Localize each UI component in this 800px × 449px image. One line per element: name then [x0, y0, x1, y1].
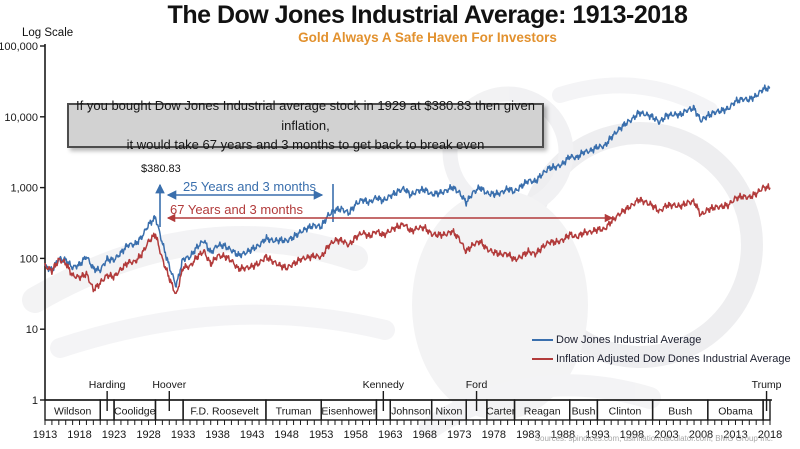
x-tick-label: 1943 [240, 429, 264, 441]
annotation-line2: it would take 67 years and 3 months to g… [126, 137, 485, 153]
president-label: Bush [668, 406, 692, 418]
legend-label-dow: Dow Jones Industrial Average [556, 333, 702, 346]
president-label: Reagan [524, 406, 561, 418]
x-tick-label: 1983 [516, 429, 540, 441]
president-label: Obama [718, 406, 753, 418]
x-tick-label: 1933 [171, 429, 195, 441]
series-layer [44, 84, 771, 295]
x-tick-label: 2003 [654, 429, 678, 441]
x-tick-label: 1968 [413, 429, 437, 441]
president-timeline: Wildson Harding Coolidge Hoover F.D. Rooseve… [44, 379, 782, 421]
x-tick-label: 2018 [758, 429, 782, 441]
y-tick-label: 1 [32, 395, 38, 407]
x-tick-label: 1958 [343, 429, 367, 441]
inflation-adjusted-line [44, 183, 771, 295]
log-scale-label: Log Scale [22, 27, 74, 39]
annotation-box: If you bought Dow Jones Industrial avera… [67, 98, 544, 152]
president-label-above: Hoover [152, 379, 186, 391]
president-label: Nixon [435, 406, 462, 418]
annotation-markers [155, 183, 614, 227]
inflation-line-swatch [532, 357, 553, 360]
x-tick-label: 1928 [136, 429, 160, 441]
legend-item-dow: Dow Jones Industrial Average [532, 330, 791, 349]
dow-line-swatch [532, 338, 553, 341]
page-subtitle: Gold Always A Safe Haven For Investors [298, 30, 557, 45]
y-tick-label: 100,000 [0, 41, 38, 53]
president-label: Truman [276, 406, 312, 418]
x-tick-label: 1938 [205, 429, 229, 441]
x-tick-label: 1988 [551, 429, 575, 441]
page-title: The Dow Jones Industrial Average: 1913-2… [167, 1, 688, 29]
x-tick-label: 1923 [102, 429, 126, 441]
y-tick-label: 10 [26, 324, 38, 336]
president-label: Wildson [54, 406, 92, 418]
president-label: Bush [572, 406, 596, 418]
x-tick-label: 1913 [33, 429, 57, 441]
president-label: F.D. Roosevelt [190, 406, 258, 418]
x-tick-label: 2008 [689, 429, 713, 441]
x-tick-label: 1948 [274, 429, 298, 441]
x-tick-label: 1953 [309, 429, 333, 441]
president-label-above: Ford [466, 379, 488, 391]
x-tick-label: 1978 [482, 429, 506, 441]
president-label: Johnson [391, 406, 431, 418]
legend-label-inflation: Inflation Adjusted Dow Dones Industrial … [556, 352, 791, 365]
president-label-above: Kennedy [363, 379, 405, 391]
legend: Dow Jones Industrial Average Inflation A… [532, 330, 791, 368]
annotation-line1: If you bought Dow Jones Industrial avera… [76, 98, 535, 133]
peak-value-label: $380.83 [141, 163, 181, 175]
y-tick-label: 1,000 [10, 183, 38, 195]
y-tick-label: 10,000 [4, 112, 38, 124]
president-label: Clinton [609, 406, 642, 418]
president-label: Carter [486, 406, 516, 418]
x-tick-label: 2013 [723, 429, 747, 441]
legend-item-inflation: Inflation Adjusted Dow Dones Industrial … [532, 349, 791, 368]
x-tick-label: 1918 [67, 429, 91, 441]
president-label-above: Harding [89, 379, 126, 391]
president-label: Eisenhower [321, 406, 376, 418]
span-67-years-label: 67 Years and 3 months [170, 202, 303, 217]
x-tick-label: 1993 [585, 429, 609, 441]
sources-note: Sources: spindices.com, usinflationcalcu… [534, 434, 773, 443]
x-tick-label: 1973 [447, 429, 471, 441]
span-25-years-label: 25 Years and 3 months [183, 179, 316, 194]
y-tick-label: 100 [20, 253, 38, 265]
president-label: Coolidge [114, 406, 156, 418]
dow-jones-line [44, 84, 771, 288]
president-label-above: Trump [752, 379, 782, 391]
x-tick-label: 1998 [620, 429, 644, 441]
x-tick-label: 1963 [378, 429, 402, 441]
